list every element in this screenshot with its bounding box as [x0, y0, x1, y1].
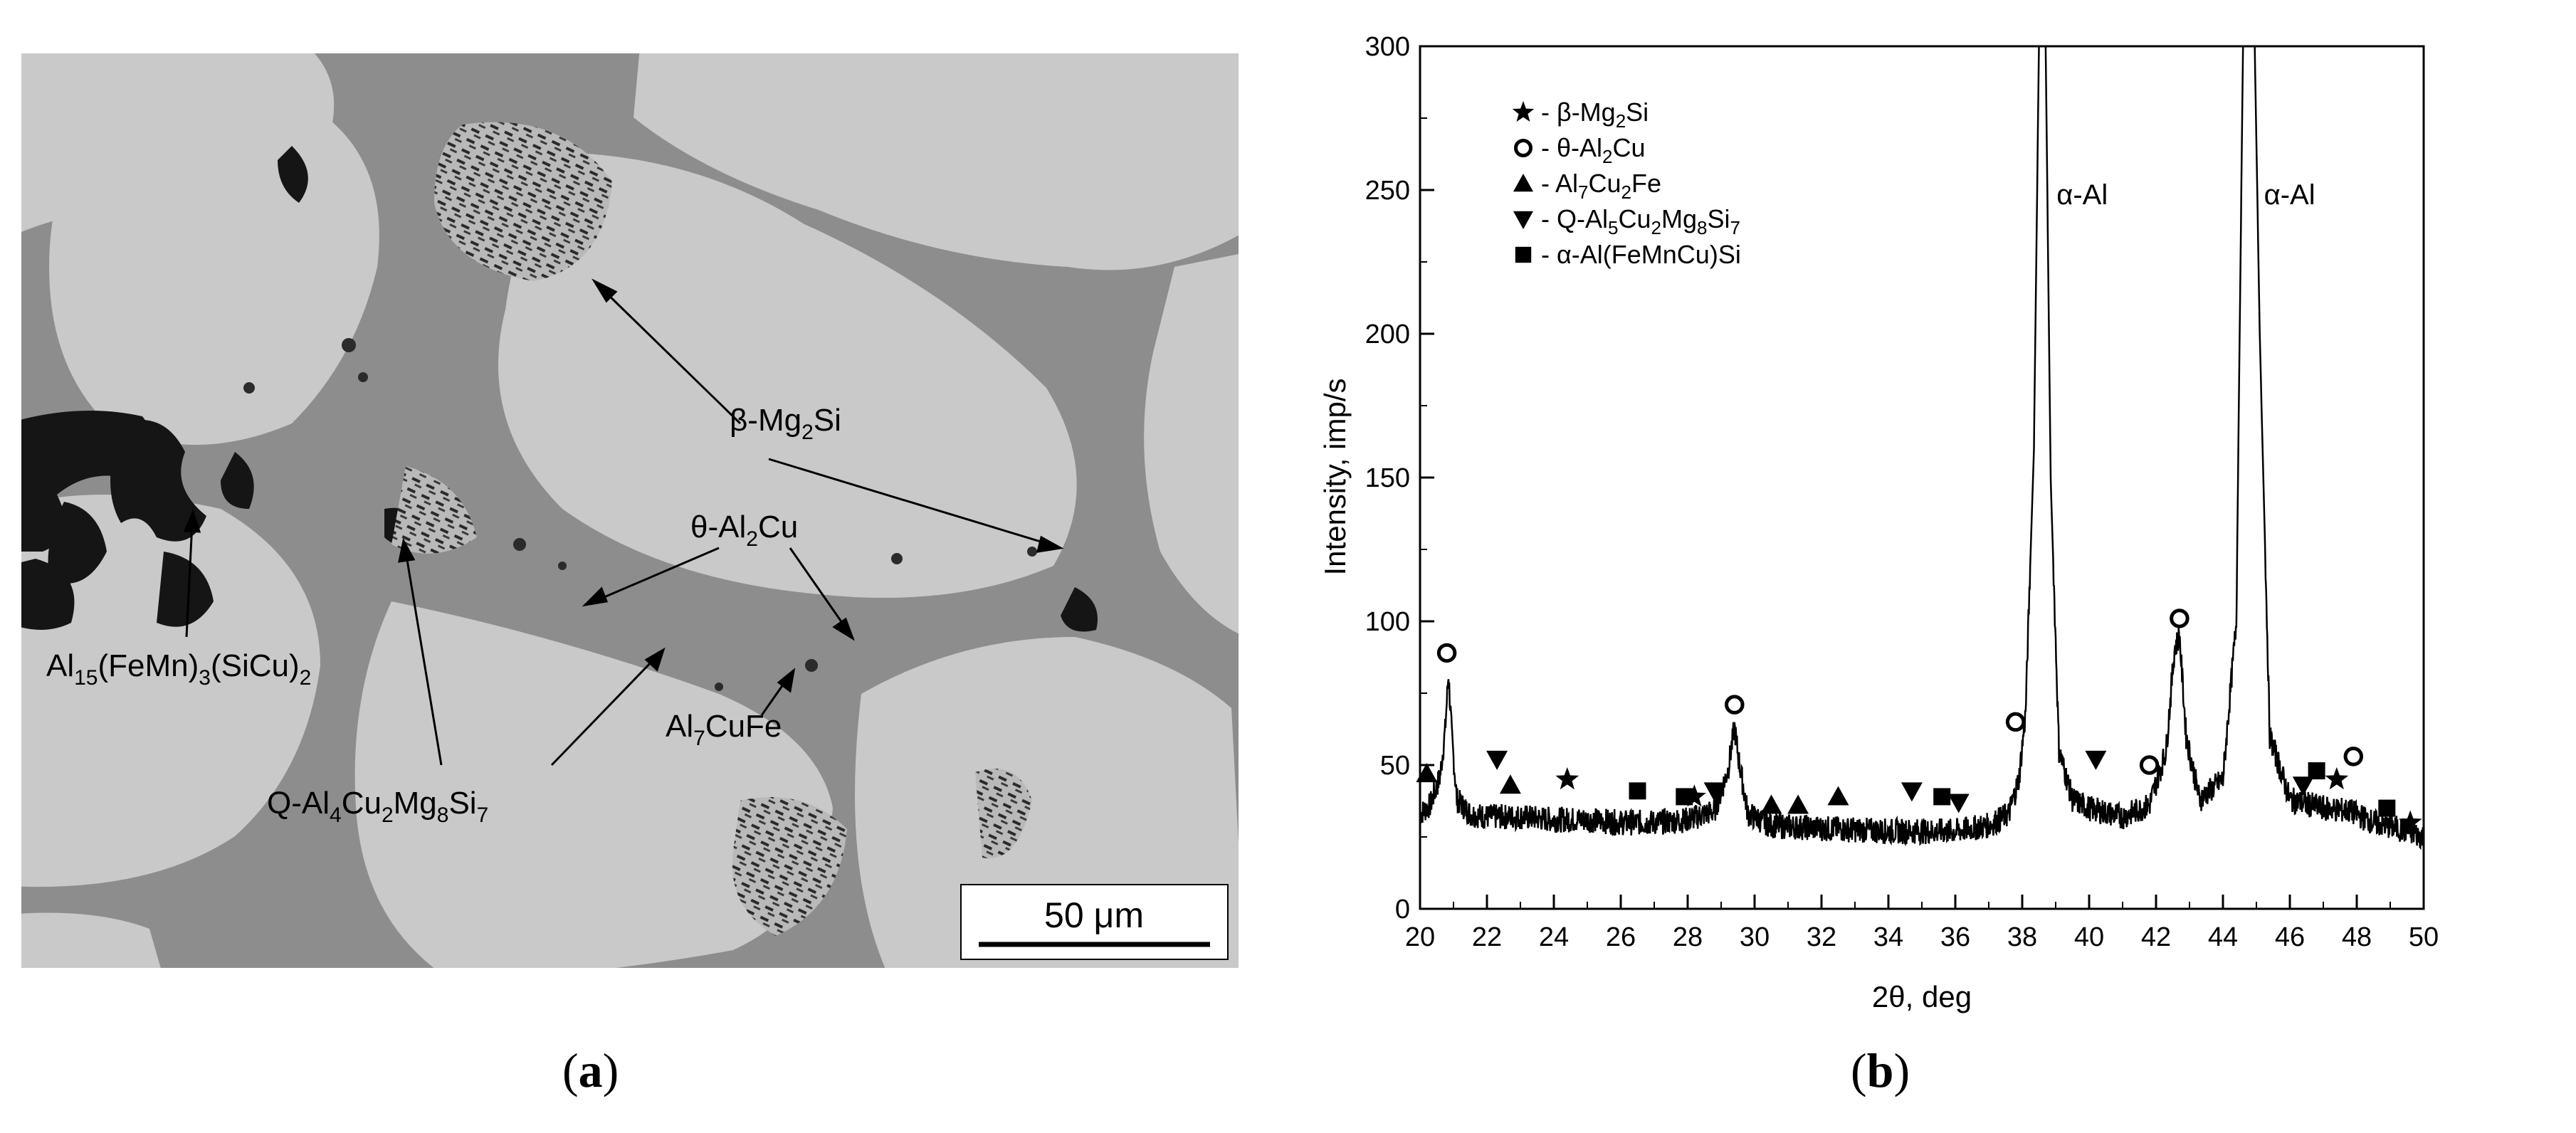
marker-triangle-up	[1827, 786, 1849, 806]
marker-square	[1629, 782, 1646, 800]
x-tick-label: 46	[2275, 922, 2305, 952]
label-al2cu: θ-Al2Cu	[690, 510, 798, 551]
x-tick-label: 50	[2409, 922, 2439, 952]
peak-label-alpha-al: α-Al	[2264, 179, 2315, 211]
marker-triangle-down	[1947, 794, 1970, 813]
marker-triangle-down	[1703, 782, 1725, 802]
x-tick-label: 44	[2208, 922, 2238, 952]
marker-circle	[2170, 608, 2189, 628]
scale-bar-label: 50 μm	[1044, 895, 1144, 935]
marker-triangle-up	[1499, 774, 1521, 794]
micrograph-image: β-Mg2Si θ-Al2Cu Al15(FeMn)3(SiCu)2 Q-Al4…	[21, 53, 1239, 968]
marker-square	[1933, 788, 1951, 806]
marker-star	[2398, 810, 2422, 833]
y-tick-label: 250	[1365, 176, 1410, 206]
marker-triangle-down	[1901, 782, 1923, 802]
marker-star	[1512, 100, 1535, 122]
marker-circle	[1514, 139, 1533, 157]
marker-triangle-down	[2292, 776, 2314, 796]
marker-square	[2378, 799, 2396, 817]
tick-labels: 20 22 24 26 28 30 32 34 36 38 40 42 44 46 48 50 0 50 100 15…	[1365, 32, 2439, 952]
axis-ticks	[1419, 45, 2425, 910]
y-tick-label: 100	[1365, 607, 1410, 637]
label-al15femn: Al15(FeMn)3(SiCu)2	[46, 648, 311, 690]
y-tick-label: 150	[1365, 463, 1410, 493]
legend: - β-Mg2Si- θ-Al2Cu- Al7Cu2Fe- Q-Al5Cu2Mg…	[1512, 98, 1741, 269]
x-tick-label: 32	[1807, 922, 1836, 952]
x-tick-label: 38	[2007, 922, 2037, 952]
label-q-phase: Q-Al4Cu2Mg8Si7	[267, 786, 488, 827]
marker-star	[2325, 767, 2349, 790]
speckle	[243, 338, 1037, 691]
marker-circle	[2343, 747, 2364, 766]
aluminum-grains	[21, 53, 1239, 968]
marker-triangle-down	[1486, 750, 1508, 770]
x-tick-label: 36	[1940, 922, 1970, 952]
x-tick-label: 48	[2342, 922, 2372, 952]
legend-entry: - Al7Cu2Fe	[1541, 169, 1661, 203]
legend-entry: - β-Mg2Si	[1541, 98, 1649, 132]
x-axis-label: 2θ, deg	[1872, 980, 1972, 1013]
y-tick-label: 200	[1365, 320, 1410, 349]
annotation-labels: β-Mg2Si θ-Al2Cu Al15(FeMn)3(SiCu)2 Q-Al4…	[46, 403, 841, 827]
caption-b: (b)	[1851, 1043, 1910, 1097]
x-tick-label: 34	[1873, 922, 1903, 952]
marker-star	[1683, 784, 1706, 807]
label-al7cufe: Al7CuFe	[666, 709, 782, 750]
peak-labels: α-Al α-Al	[2056, 179, 2315, 211]
x-tick-label: 24	[1539, 922, 1569, 952]
micrograph-panel: β-Mg2Si θ-Al2Cu Al15(FeMn)3(SiCu)2 Q-Al4…	[21, 53, 1239, 968]
marker-triangle-up	[1787, 794, 1809, 814]
marker-triangle-down	[2085, 750, 2107, 770]
micrograph-content	[21, 53, 1239, 968]
xrd-spectrum-line	[1420, 46, 2424, 850]
marker-square	[1515, 246, 1532, 263]
legend-entry: - Q-Al5Cu2Mg8Si7	[1541, 204, 1740, 238]
marker-triangle-down	[1513, 211, 1533, 229]
eutectic-regions	[391, 122, 1032, 936]
x-tick-label: 40	[2074, 922, 2104, 952]
x-tick-label: 20	[1405, 922, 1435, 952]
y-tick-label: 50	[1380, 751, 1410, 781]
marker-circle	[2139, 755, 2160, 775]
peak-label-alpha-al: α-Al	[2056, 179, 2108, 211]
x-tick-label: 28	[1673, 922, 1703, 952]
marker-triangle-up	[1513, 174, 1533, 192]
y-axis-label: Intensity, imp/s	[1318, 379, 1352, 576]
marker-circle	[1725, 695, 1745, 715]
xrd-chart: 20 22 24 26 28 30 32 34 36 38 40 42 44 46 48 50 0 50 100 15…	[1318, 32, 2439, 1013]
label-mg2si: β-Mg2Si	[730, 403, 841, 444]
x-tick-label: 26	[1606, 922, 1636, 952]
annotation-arrows	[183, 278, 1064, 766]
legend-entry: - θ-Al2Cu	[1541, 133, 1646, 167]
x-tick-label: 22	[1472, 922, 1502, 952]
marker-circle	[1436, 643, 1457, 663]
marker-circle	[2005, 712, 2026, 732]
y-tick-label: 300	[1365, 32, 1410, 62]
marker-star	[1555, 767, 1579, 790]
legend-entry: - α-Al(FeMnCu)Si	[1541, 240, 1741, 269]
caption-a: (a)	[562, 1043, 619, 1097]
phase-markers	[1416, 608, 2422, 833]
y-tick-label: 0	[1395, 895, 1410, 924]
xrd-chart-panel: 20 22 24 26 28 30 32 34 36 38 40 42 44 46 48 50 0 50 100 15…	[1303, 14, 2570, 1025]
marker-triangle-up	[1416, 763, 1438, 783]
x-tick-label: 42	[2141, 922, 2171, 952]
marker-triangle-up	[1760, 794, 1782, 814]
scale-bar: 50 μm	[960, 884, 1229, 960]
x-tick-label: 30	[1740, 922, 1770, 952]
marker-square	[2308, 762, 2325, 780]
